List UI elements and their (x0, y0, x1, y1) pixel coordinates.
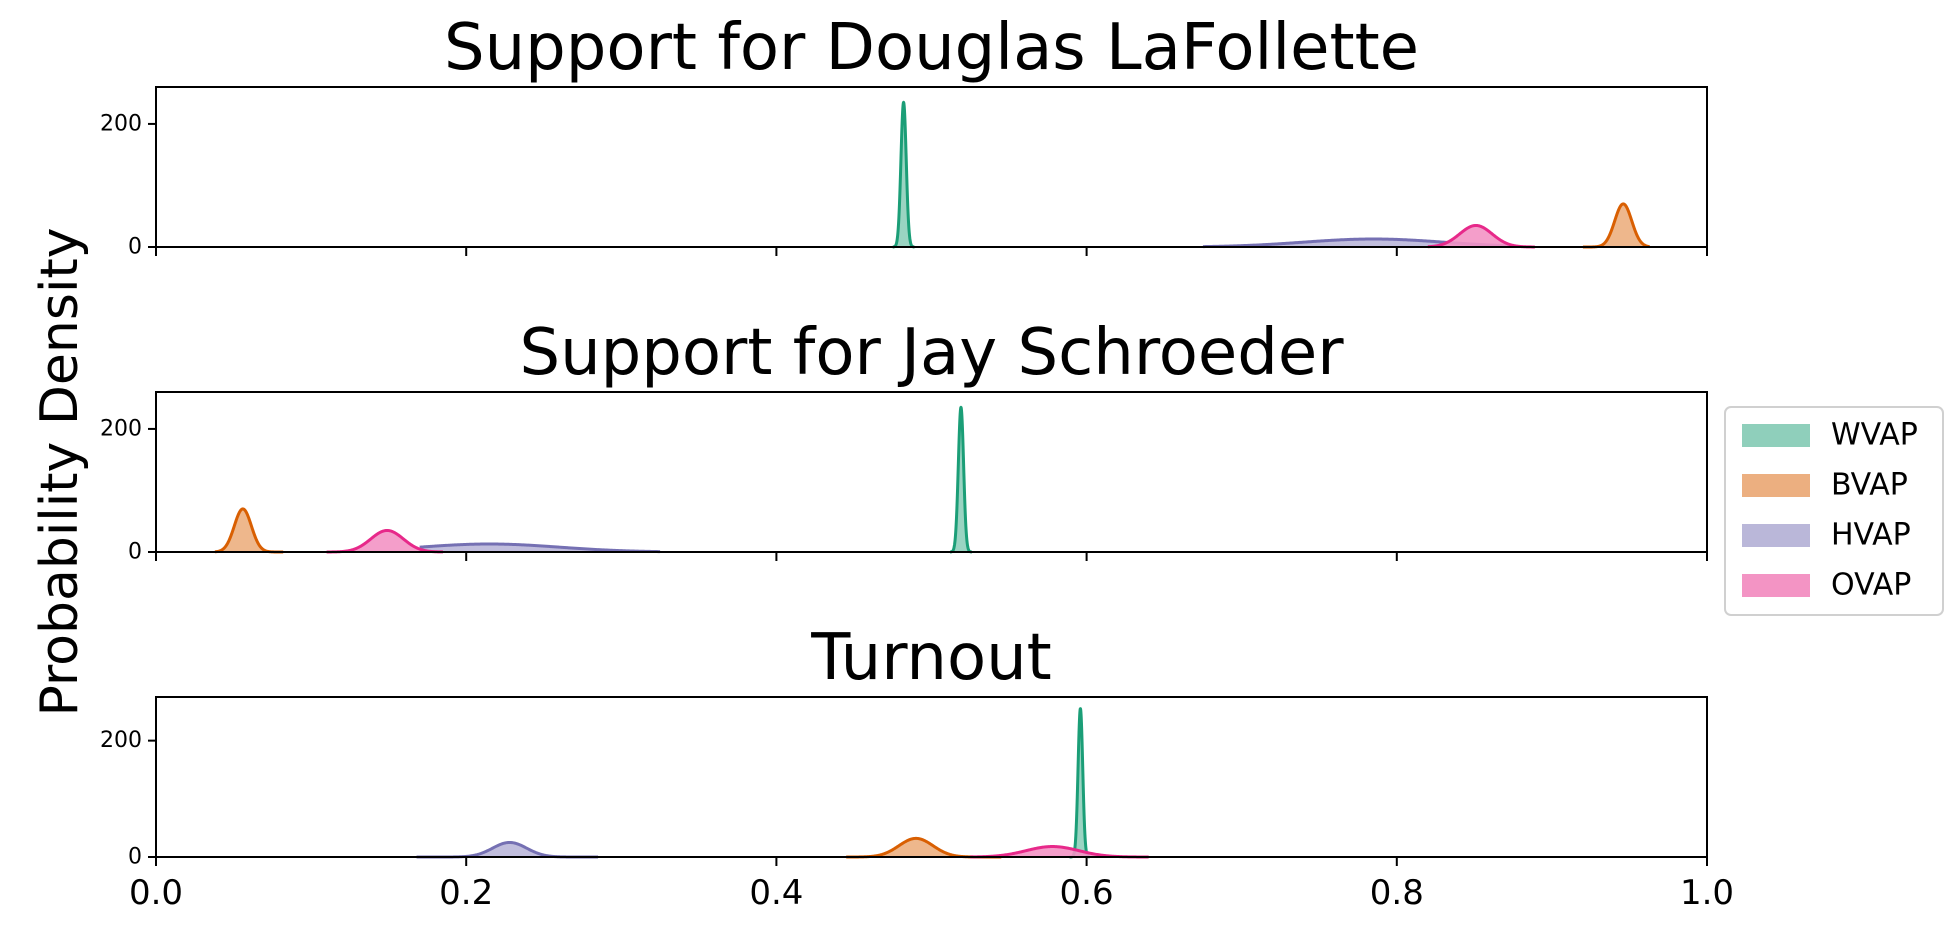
legend-swatch-hvap (1742, 524, 1810, 547)
density-area-bvap (846, 838, 1002, 857)
legend-swatch-wvap (1742, 424, 1810, 447)
legend-label-bvap: BVAP (1831, 468, 1908, 503)
y-tick-label: 0 (128, 540, 142, 565)
y-tick-label: 0 (128, 235, 142, 260)
density-area-bvap (214, 508, 284, 552)
y-tick-label: 0 (128, 845, 142, 870)
density-area-wvap (1069, 708, 1090, 857)
legend-label-ovap: OVAP (1831, 568, 1911, 603)
x-tick-label: 0.0 (129, 873, 183, 913)
legend: WVAP BVAP HVAP OVAP (1724, 406, 1944, 616)
density-area-ovap (1427, 225, 1535, 247)
x-tick-label: 0.6 (1060, 873, 1114, 913)
panel-title: Turnout (810, 621, 1052, 695)
panel-2: Support for Jay Schroeder 0 200 (100, 316, 1708, 565)
legend-swatch-ovap (1742, 574, 1810, 597)
x-tick-label: 0.8 (1370, 873, 1424, 913)
y-tick-label: 200 (100, 728, 142, 753)
density-line-hvap (419, 542, 661, 554)
density-area-hvap (416, 842, 599, 857)
legend-box (1724, 406, 1944, 616)
panel-title: Support for Jay Schroeder (519, 316, 1344, 390)
panel-title: Support for Douglas LaFollette (444, 11, 1419, 85)
legend-swatch-bvap (1742, 474, 1810, 497)
density-line-wvap (891, 100, 916, 249)
panel-1: Support for Douglas LaFollette 0 200 (100, 11, 1708, 260)
legend-label-hvap: HVAP (1831, 518, 1911, 553)
y-axis-label: Probability Density (30, 227, 90, 716)
panels: Support for Douglas LaFollette0200Suppor… (100, 11, 1734, 913)
density-area-wvap (892, 102, 915, 247)
legend-label-wvap: WVAP (1831, 418, 1918, 453)
density-area-wvap (950, 407, 972, 552)
y-tick-label: 200 (100, 416, 142, 441)
x-tick-label: 0.2 (439, 873, 493, 913)
axes-frame (155, 86, 1708, 248)
axes-frame (155, 391, 1708, 553)
panel-3: Turnout 0 200 0.0 0.2 0.4 0.6 0.8 1.0 (100, 621, 1734, 913)
density-area-bvap (1582, 203, 1650, 247)
x-tick-label: 1.0 (1680, 873, 1734, 913)
axes-frame (155, 696, 1708, 858)
y-tick-label: 200 (100, 111, 142, 136)
x-tick-label: 0.4 (749, 873, 803, 913)
density-line-wvap (948, 405, 974, 554)
